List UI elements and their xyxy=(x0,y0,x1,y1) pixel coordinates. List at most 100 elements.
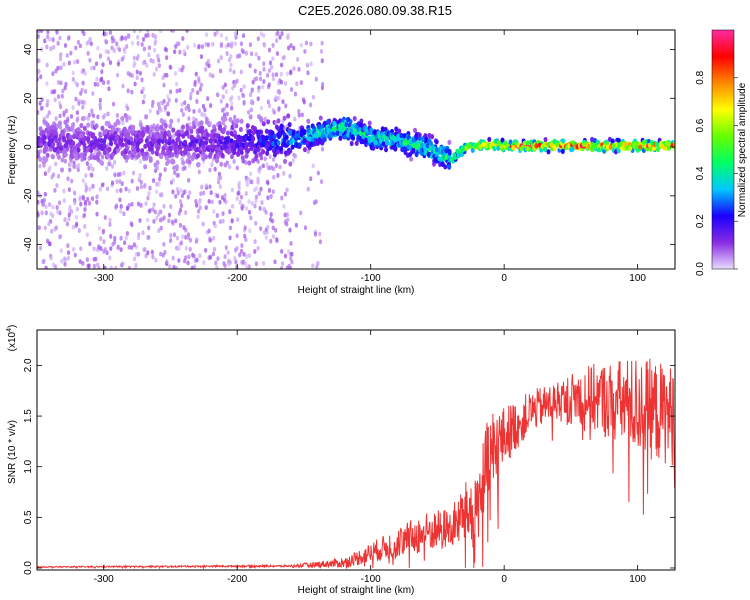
spectrogram-cell xyxy=(264,128,269,134)
spectrogram-cell xyxy=(295,81,299,87)
spectrogram-cell xyxy=(83,224,87,229)
spectrogram-cell xyxy=(85,257,89,262)
spectrogram-cell xyxy=(196,161,201,168)
spectrogram-cell xyxy=(257,191,262,196)
spectrogram-cell xyxy=(75,117,79,123)
spectrogram-cell xyxy=(56,94,61,100)
spectrogram-cell xyxy=(50,89,54,95)
spectrogram-cell xyxy=(293,116,297,122)
spectrogram-cell xyxy=(173,170,177,176)
spectrogram-cell xyxy=(499,143,504,150)
spectrogram-cell xyxy=(190,155,195,161)
spectrogram-cell xyxy=(309,176,313,182)
spectrogram-cell xyxy=(111,101,116,107)
spectrogram-cell xyxy=(63,85,67,91)
spectrogram-cell xyxy=(255,185,259,191)
spectrogram-cell xyxy=(200,125,205,131)
spectrogram-cell xyxy=(189,95,193,101)
spectrogram-cell xyxy=(308,102,313,108)
spectrogram-cell xyxy=(125,44,129,49)
spectrogram-cell xyxy=(367,135,372,142)
spectrogram-cell xyxy=(289,251,293,257)
spectrogram-cell xyxy=(82,31,86,37)
spectrogram-cell xyxy=(179,240,184,246)
spectrogram-cell xyxy=(215,30,220,35)
spectrogram-cell xyxy=(49,46,53,52)
spectrogram-cell xyxy=(72,246,76,252)
spectrogram-cell xyxy=(280,31,284,36)
spectrogram-cell xyxy=(444,148,449,154)
spectrogram-cell xyxy=(283,253,288,259)
spectrogram-cell xyxy=(286,113,291,119)
spectrogram-cell xyxy=(314,199,318,205)
spectrogram-cell xyxy=(274,163,278,168)
spectrogram-cell xyxy=(244,146,249,152)
spectrogram-cell xyxy=(147,225,151,231)
spectrogram-cell xyxy=(230,101,234,107)
spectrogram-cell xyxy=(173,149,178,155)
spectrogram-cell xyxy=(105,250,109,256)
spectrogram-cell xyxy=(321,129,326,136)
spectrogram-cell xyxy=(147,234,151,240)
spectrogram-cell xyxy=(108,222,112,227)
spectrogram-cell xyxy=(359,122,364,128)
spectrogram-cell xyxy=(171,139,176,145)
spectrogram-cell xyxy=(222,112,227,118)
spectrogram-cell xyxy=(186,44,190,50)
spectrogram-cell xyxy=(86,136,91,142)
spectrogram-cell xyxy=(119,204,123,209)
spectrogram-cell xyxy=(188,159,192,165)
spectrogram-cell xyxy=(253,239,257,245)
spectrogram-cell xyxy=(86,51,90,56)
spectrogram-cell xyxy=(43,225,47,231)
spectrogram-cell xyxy=(238,252,242,258)
spectrogram-cell xyxy=(239,194,244,200)
spectrogram-cell xyxy=(207,198,211,204)
spectrogram-cell xyxy=(248,128,253,135)
spectrogram-cell xyxy=(100,182,105,188)
spectrogram-cell xyxy=(276,126,281,132)
spectrogram-cell xyxy=(152,47,157,53)
spectrogram-xtick-label: 100 xyxy=(629,273,646,284)
spectrogram-cell xyxy=(508,139,513,145)
spectrogram-cell xyxy=(244,191,248,196)
spectrogram-cell xyxy=(243,233,247,239)
spectrogram-cell xyxy=(244,262,248,267)
spectrogram-cell xyxy=(114,265,118,269)
spectrogram-cell xyxy=(399,132,404,139)
spectrogram-cell xyxy=(249,107,254,113)
spectrogram-cell xyxy=(197,76,201,82)
spectrogram-cell xyxy=(285,265,289,269)
spectrogram-cell xyxy=(247,253,252,259)
spectrogram-cell xyxy=(38,148,43,154)
spectrogram-cell xyxy=(63,217,67,223)
spectrogram-cell xyxy=(321,81,325,87)
spectrogram-cell xyxy=(67,212,71,218)
spectrogram-cell xyxy=(180,107,184,113)
spectrogram-cell xyxy=(159,107,163,113)
spectrogram-cell xyxy=(552,144,557,151)
spectrogram-cell xyxy=(263,116,267,122)
spectrogram-cell xyxy=(70,154,75,160)
spectrogram-cell xyxy=(437,156,442,162)
spectrogram-cell xyxy=(335,130,340,136)
spectrogram-cell xyxy=(181,112,185,117)
spectrogram-cell xyxy=(282,204,286,209)
spectrogram-cell xyxy=(264,144,269,150)
spectrogram-ytick-label: -40 xyxy=(23,237,34,252)
spectrogram-cell xyxy=(81,80,85,86)
spectrogram-cell xyxy=(178,199,183,204)
spectrogram-cell xyxy=(208,152,213,158)
spectrogram-cell xyxy=(414,151,419,158)
spectrogram-cell xyxy=(238,136,243,143)
spectrogram-cell xyxy=(174,218,178,224)
spectrogram-cell xyxy=(126,88,130,94)
spectrogram-cell xyxy=(258,116,263,122)
spectrogram-cell xyxy=(108,255,112,261)
spectrogram-cell xyxy=(193,79,197,85)
spectrogram-cell xyxy=(309,141,314,147)
spectrogram-cell xyxy=(271,108,275,113)
spectrogram-cell xyxy=(63,261,67,267)
spectrogram-cell xyxy=(201,103,206,109)
spectrogram-cell xyxy=(103,246,107,252)
